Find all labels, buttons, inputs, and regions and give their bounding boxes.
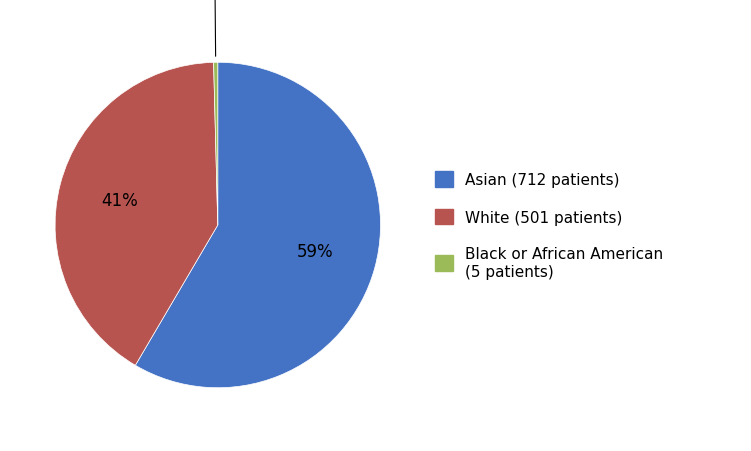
Wedge shape xyxy=(213,63,218,226)
Text: 41%: 41% xyxy=(101,191,138,209)
Text: 59%: 59% xyxy=(297,243,333,261)
Wedge shape xyxy=(55,63,218,365)
Text: <1%: <1% xyxy=(195,0,235,57)
Legend: Asian (712 patients), White (501 patients), Black or African American
(5 patient: Asian (712 patients), White (501 patient… xyxy=(429,166,670,285)
Wedge shape xyxy=(135,63,381,388)
